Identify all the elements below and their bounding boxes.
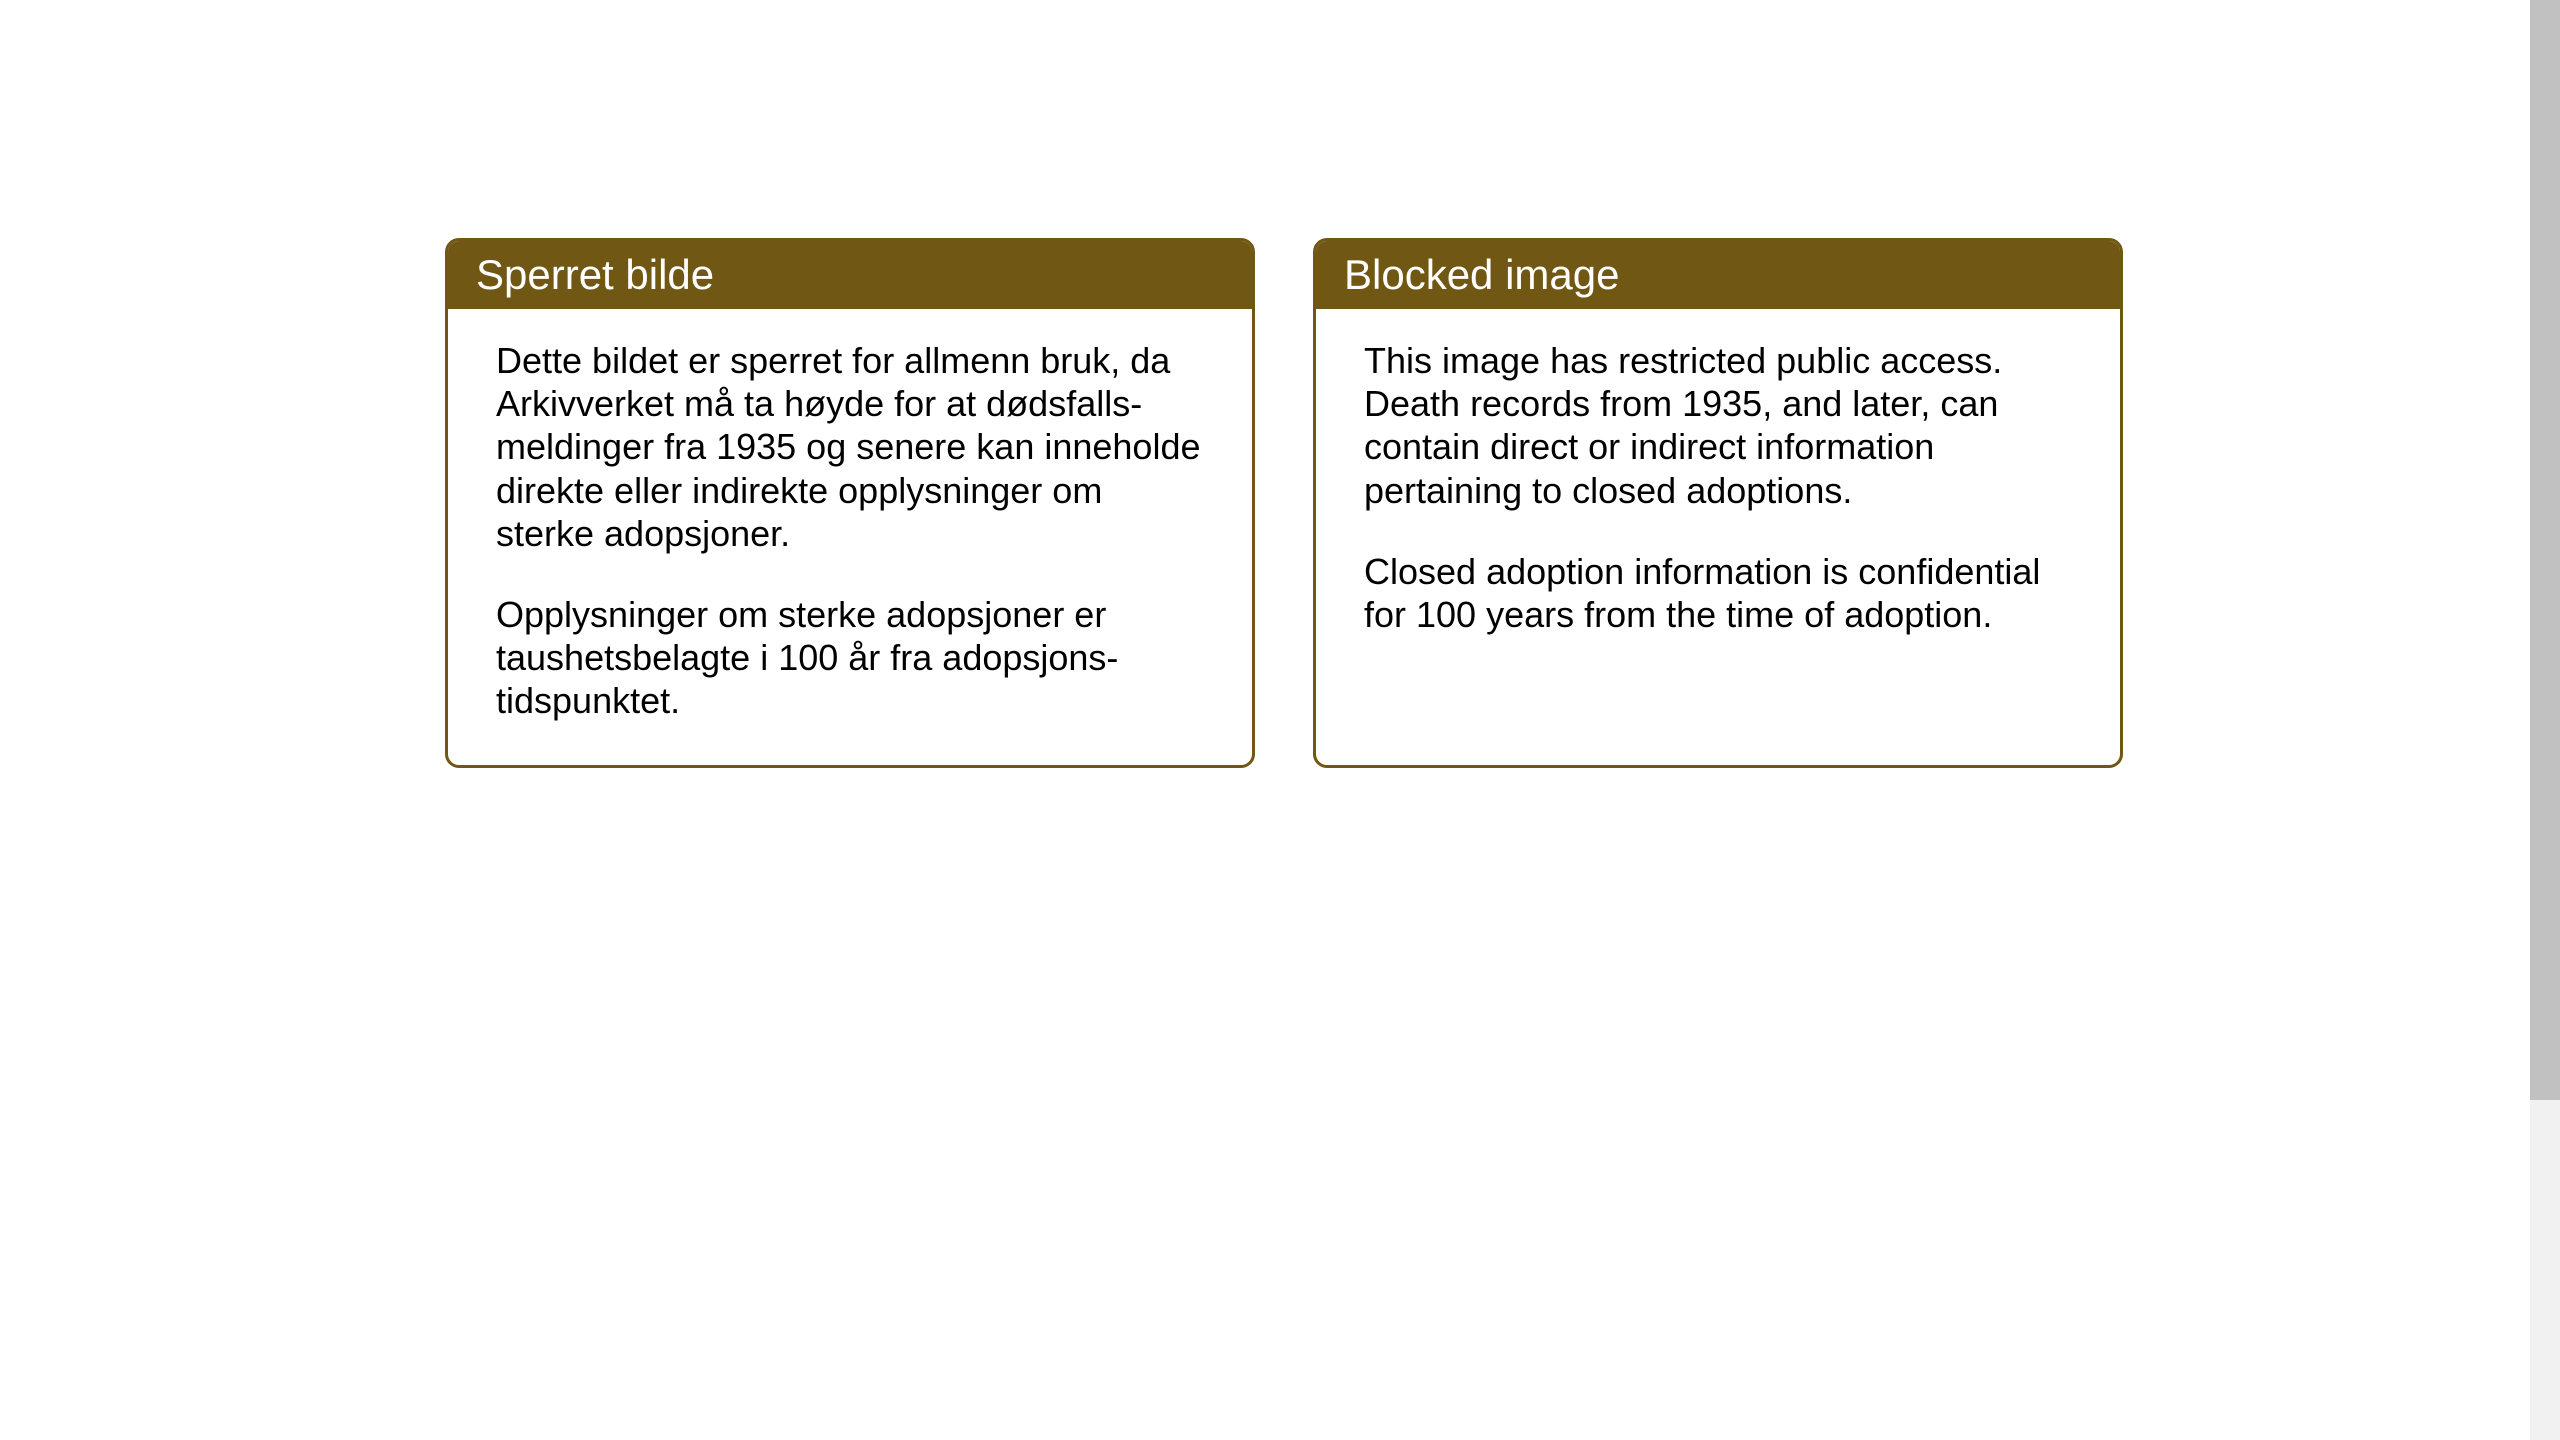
notice-box-norwegian: Sperret bilde Dette bildet er sperret fo…	[445, 238, 1255, 768]
scrollbar-track[interactable]	[2530, 0, 2560, 1440]
scrollbar-thumb[interactable]	[2530, 0, 2560, 1100]
notice-paragraph: Dette bildet er sperret for allmenn bruk…	[496, 339, 1204, 555]
notice-header-norwegian: Sperret bilde	[448, 241, 1252, 309]
notice-body-norwegian: Dette bildet er sperret for allmenn bruk…	[448, 309, 1252, 765]
notice-paragraph: This image has restricted public access.…	[1364, 339, 2072, 512]
notice-paragraph: Closed adoption information is confident…	[1364, 550, 2072, 636]
notice-body-english: This image has restricted public access.…	[1316, 309, 2120, 678]
notice-container: Sperret bilde Dette bildet er sperret fo…	[445, 238, 2123, 768]
notice-box-english: Blocked image This image has restricted …	[1313, 238, 2123, 768]
notice-header-english: Blocked image	[1316, 241, 2120, 309]
notice-paragraph: Opplysninger om sterke adopsjoner er tau…	[496, 593, 1204, 723]
